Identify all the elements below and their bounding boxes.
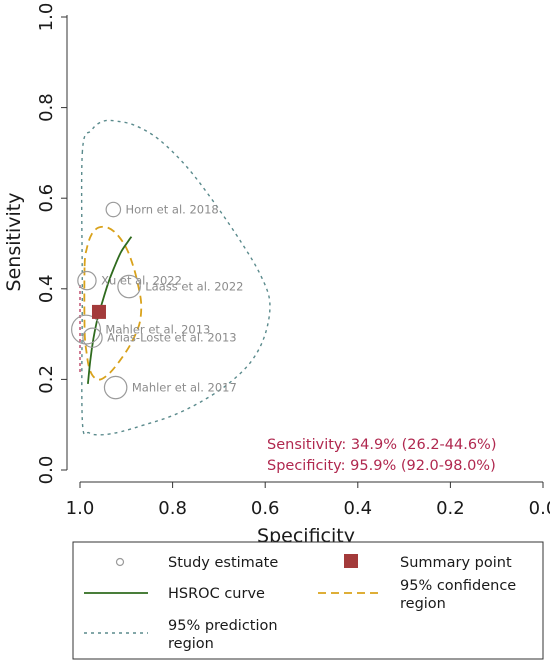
study-marker bbox=[117, 274, 141, 299]
y-tick-label: 0.2 bbox=[36, 365, 57, 394]
summary-sensitivity-text: Sensitivity: 34.9% (26.2-44.6%) bbox=[267, 437, 497, 453]
study-label: Mahler et al. 2013 bbox=[105, 323, 210, 337]
legend-box bbox=[72, 541, 544, 660]
legend-prediction-label-1: 95% prediction bbox=[168, 618, 278, 634]
study-label: Mahler et al. 2017 bbox=[132, 381, 237, 395]
legend-summary-label: Summary point bbox=[400, 555, 512, 571]
study-label: Horn et al. 2018 bbox=[126, 203, 219, 217]
y-axis-title: Sensitivity bbox=[3, 193, 25, 292]
y-tick-label: 0.0 bbox=[36, 456, 57, 485]
summary-specificity-text: Specificity: 95.9% (92.0-98.0%) bbox=[267, 458, 496, 474]
study-label: Arias-Loste et al. 2013 bbox=[107, 331, 237, 345]
legend-summary-marker bbox=[344, 554, 358, 568]
hsroc-curve bbox=[87, 236, 133, 384]
x-tick-label: 0.0 bbox=[529, 498, 550, 519]
x-tick-label: 0.4 bbox=[343, 498, 372, 519]
y-tick-label: 0.8 bbox=[36, 93, 57, 122]
confidence-region-curve bbox=[83, 225, 143, 381]
y-tick-label: 0.6 bbox=[36, 184, 57, 213]
summary-point-marker bbox=[91, 304, 106, 319]
study-label: Laass et al. 2022 bbox=[145, 280, 243, 294]
x-tick-label: 0.2 bbox=[436, 498, 465, 519]
legend-prediction-label-2: region bbox=[168, 636, 214, 652]
y-tick-label: 1.0 bbox=[36, 3, 57, 32]
legend-confidence-label-1: 95% confidence bbox=[400, 578, 516, 594]
study-marker bbox=[103, 375, 128, 400]
x-tick-label: 1.0 bbox=[66, 498, 95, 519]
legend-confidence-label-2: region bbox=[400, 596, 446, 612]
prediction-region-curve bbox=[80, 119, 271, 436]
y-axis-ticks: 0.0 0.2 0.4 0.6 0.8 1.0 bbox=[36, 3, 67, 485]
legend-study-label: Study estimate bbox=[168, 555, 278, 571]
y-tick-label: 0.4 bbox=[36, 274, 57, 303]
study-marker bbox=[82, 327, 103, 348]
study-marker bbox=[77, 270, 97, 291]
legend: Study estimate Summary point HSROC curve… bbox=[72, 541, 544, 660]
legend-hsroc-label: HSROC curve bbox=[168, 586, 265, 602]
legend-study-marker bbox=[115, 557, 125, 567]
study-label: Xu et al. 2022 bbox=[101, 274, 182, 288]
x-axis-ticks: 1.0 0.8 0.6 0.4 0.2 0.0 bbox=[66, 482, 550, 519]
study-marker bbox=[105, 201, 122, 218]
x-tick-label: 0.6 bbox=[251, 498, 280, 519]
x-tick-label: 0.8 bbox=[158, 498, 187, 519]
